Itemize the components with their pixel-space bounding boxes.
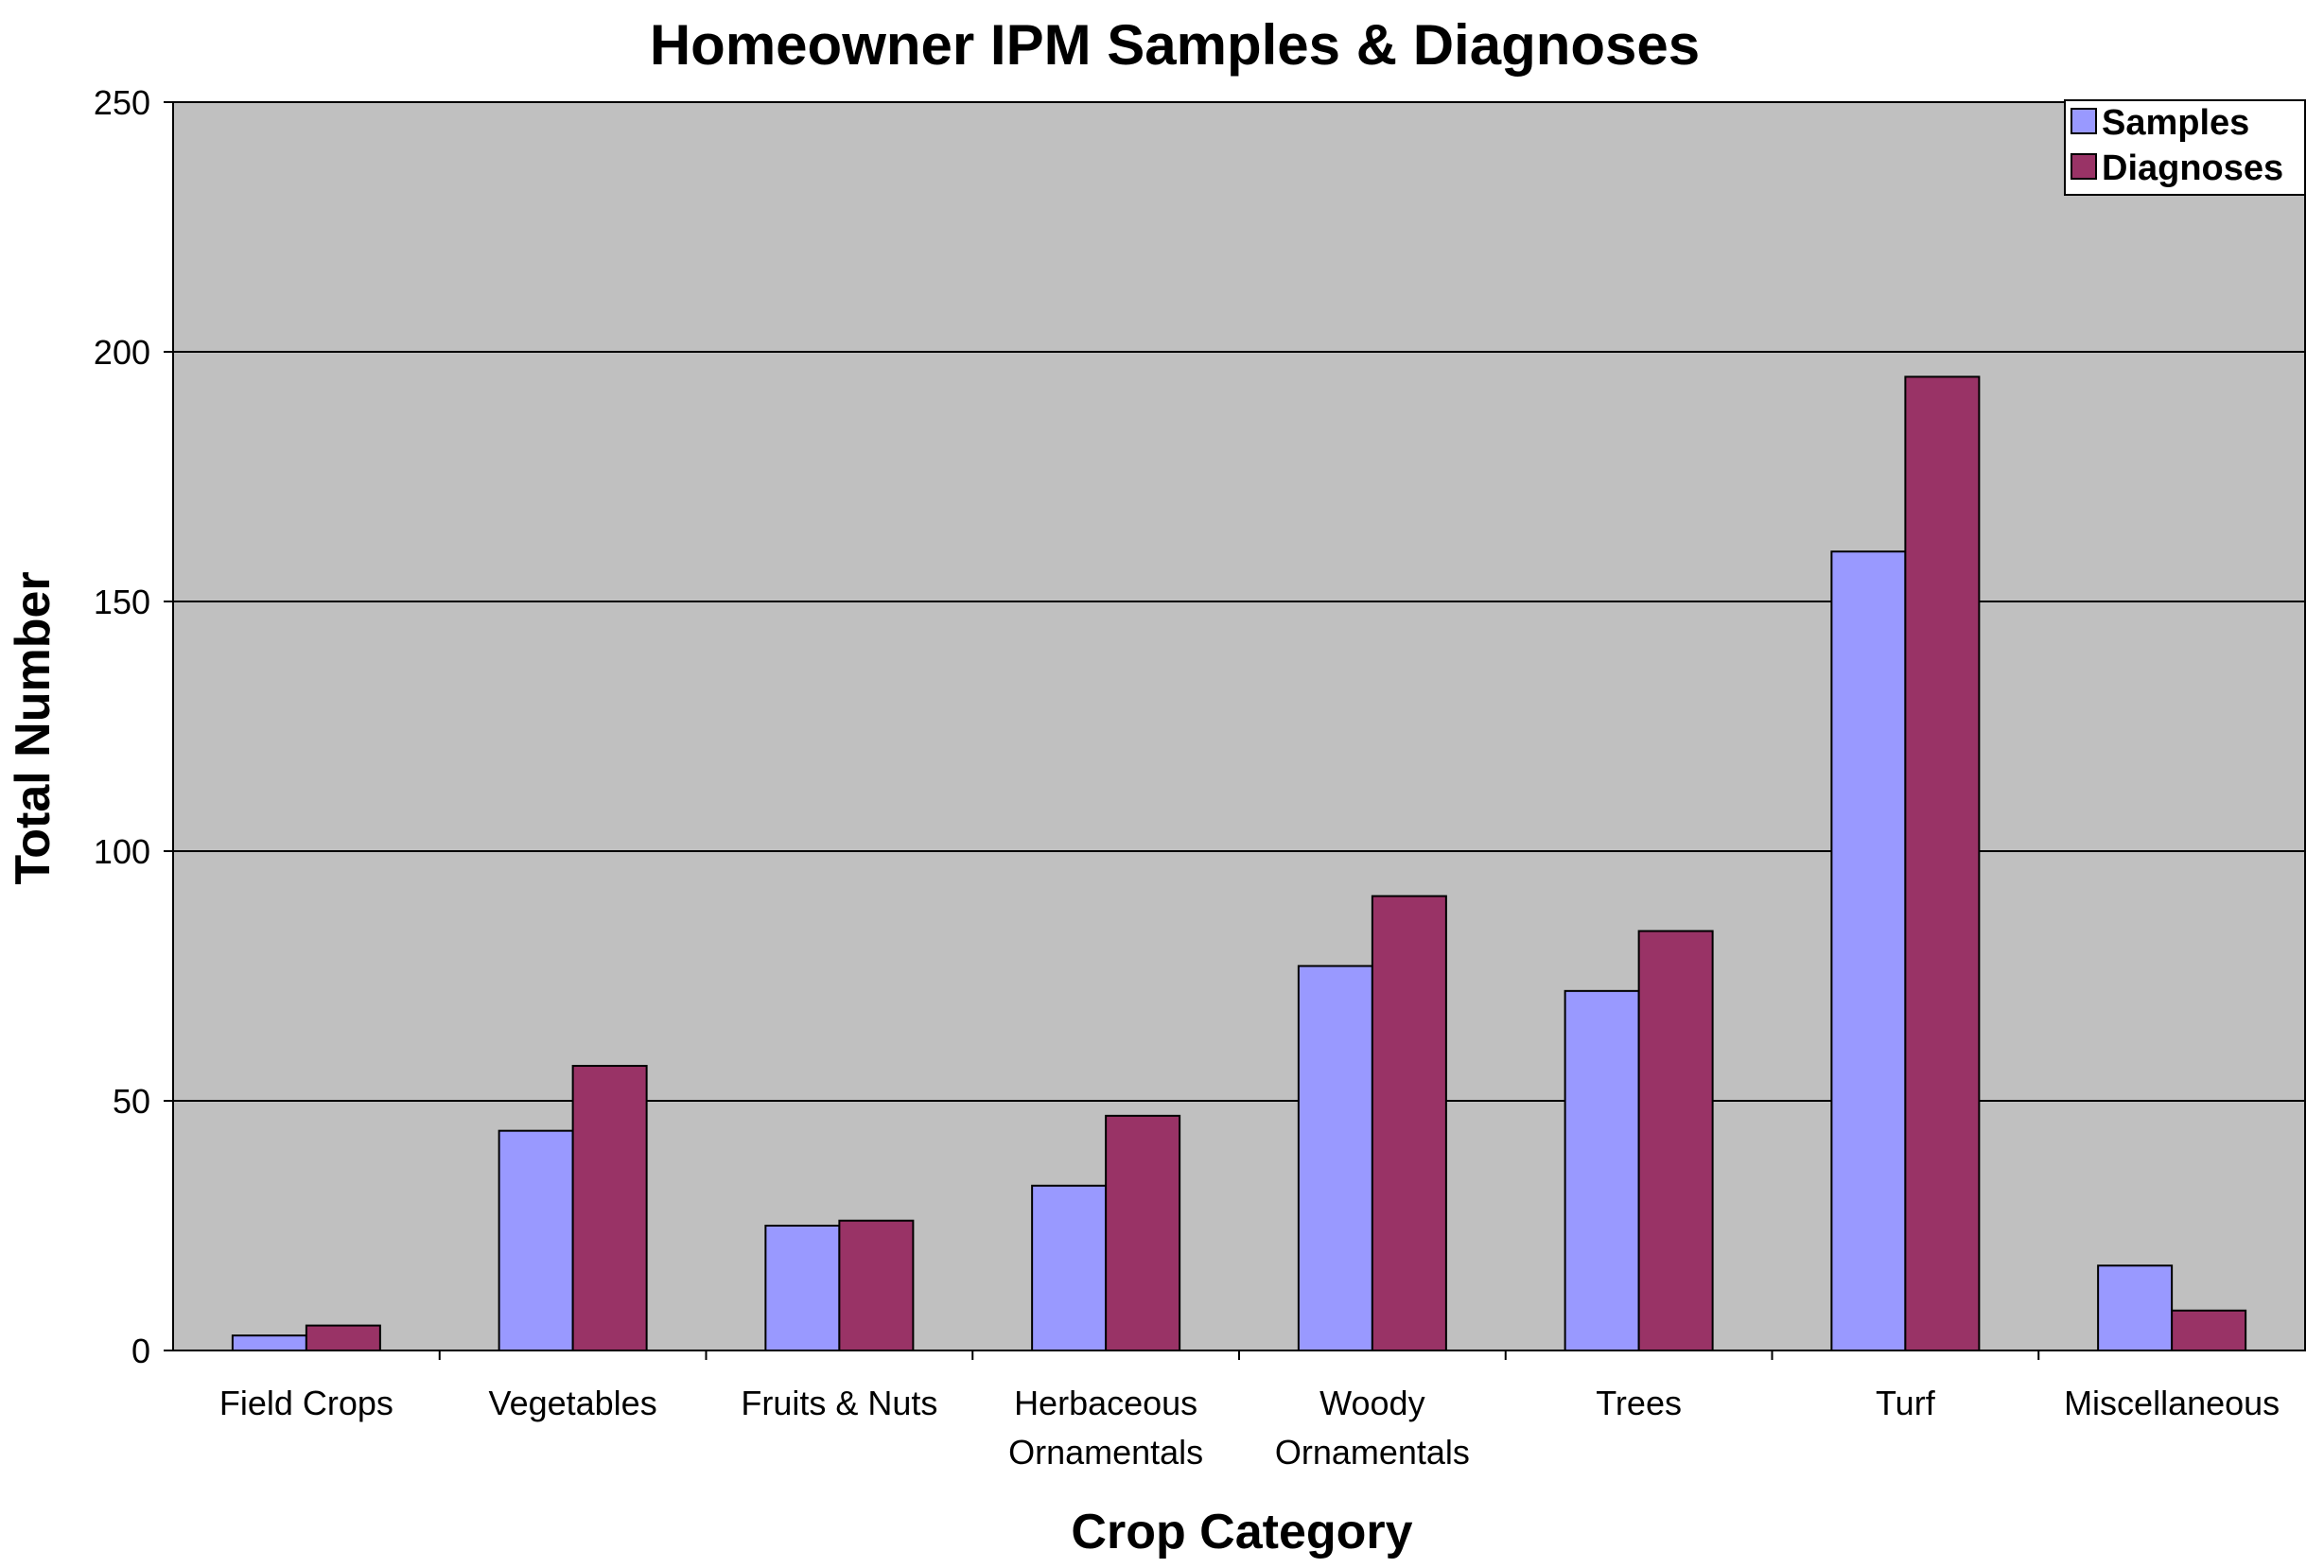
x-tick-label: Woody [1319,1384,1424,1422]
x-tick-label: Ornamentals [1275,1433,1470,1472]
x-tick-label: Vegetables [489,1384,657,1422]
x-tick-label: Field Crops [219,1384,393,1422]
y-tick-label: 200 [94,333,150,372]
plot-area [172,101,2306,1351]
bar-diagnoses-5 [1637,930,1714,1351]
y-axis-title: Total Number [6,571,61,884]
bar-samples-2 [764,1225,841,1351]
y-tick-label: 150 [94,583,150,621]
bar-diagnoses-2 [838,1219,915,1351]
bar-diagnoses-4 [1371,895,1447,1352]
x-tick-label: Fruits & Nuts [741,1384,937,1422]
x-tick-label: Turf [1876,1384,1936,1422]
y-tick-label: 100 [94,832,150,871]
x-tick-label: Miscellaneous [2064,1384,2280,1422]
bar-samples-4 [1297,965,1373,1351]
legend-swatch-samples [2071,108,2097,134]
bars [231,375,2247,1352]
axes [164,101,2305,1360]
y-tick-label: 250 [94,83,150,122]
bar-diagnoses-6 [1904,375,1981,1351]
bar-diagnoses-0 [305,1324,381,1351]
x-tick-label: Ornamentals [1008,1433,1203,1472]
bar-samples-0 [231,1334,307,1352]
legend-label-samples: Samples [2102,103,2249,143]
bar-samples-6 [1830,550,1907,1351]
bar-diagnoses-1 [571,1065,648,1352]
x-tick-label: Herbaceous [1014,1384,1197,1422]
tick-labels: 0 50 100 150 200 250 Field Crops Vegetables Frui… [94,83,2280,1472]
bar-diagnoses-3 [1105,1114,1181,1351]
legend-box [2064,99,2306,196]
legend: Samples Diagnoses [2064,99,2306,196]
x-tick-label: Trees [1596,1384,1682,1422]
y-tick-label: 0 [131,1332,150,1370]
bar-samples-1 [498,1129,574,1352]
y-tick-label: 50 [113,1082,150,1121]
x-axis-title: Crop Category [1071,1505,1412,1559]
legend-swatch-diagnoses [2071,153,2097,180]
bar-samples-3 [1031,1184,1108,1352]
legend-label-diagnoses: Diagnoses [2102,148,2283,188]
bar-samples-5 [1564,989,1640,1351]
bar-samples-7 [2097,1264,2174,1351]
bar-diagnoses-7 [2171,1309,2247,1352]
chart-title: Homeowner IPM Samples & Diagnoses [650,13,1700,77]
